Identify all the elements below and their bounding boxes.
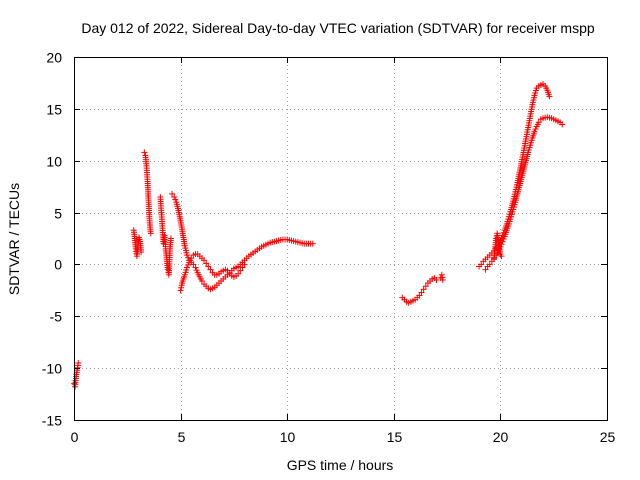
data-point <box>546 93 553 100</box>
data-point <box>416 292 423 299</box>
data-point <box>198 278 205 285</box>
data-point <box>439 274 446 281</box>
data-point <box>207 266 214 273</box>
data-point <box>438 271 445 278</box>
data-points <box>71 80 566 390</box>
x-tick-label: 20 <box>493 429 509 445</box>
chart-title: Day 012 of 2022, Sidereal Day-to-day VTE… <box>81 20 594 36</box>
y-tick-label: -10 <box>42 361 62 377</box>
data-point <box>422 283 429 290</box>
axis-ticks: 0 5 10 15 20 25 -15 -10 -5 0 5 10 15 20 <box>42 50 616 446</box>
data-point <box>532 126 539 133</box>
x-tick-label: 25 <box>600 429 616 445</box>
data-point <box>164 266 171 273</box>
y-tick-label: -15 <box>42 413 62 429</box>
plot-frame <box>74 57 608 421</box>
y-tick-label: 5 <box>54 206 62 222</box>
data-point <box>498 253 505 260</box>
data-point <box>188 255 195 262</box>
data-point <box>433 276 440 283</box>
data-point <box>420 286 427 293</box>
data-point <box>559 121 566 128</box>
data-point <box>531 128 538 135</box>
data-point <box>237 267 244 274</box>
data-point <box>169 190 176 197</box>
data-point <box>192 264 199 271</box>
data-point <box>183 252 190 259</box>
data-point <box>224 267 231 274</box>
data-point <box>478 261 485 268</box>
data-point <box>178 284 185 291</box>
data-point <box>171 194 178 201</box>
data-point <box>439 276 446 283</box>
data-point <box>75 359 82 366</box>
y-tick-label: 20 <box>46 50 62 66</box>
y-tick-label: 15 <box>46 102 62 118</box>
data-point <box>500 236 507 243</box>
data-point <box>418 289 425 296</box>
y-tick-label: -5 <box>50 309 63 325</box>
x-tick-label: 15 <box>387 429 403 445</box>
data-point <box>535 119 542 126</box>
data-point <box>241 261 248 268</box>
data-point <box>203 260 210 267</box>
data-point <box>309 240 316 247</box>
x-tick-label: 0 <box>71 429 79 445</box>
grid <box>74 57 607 420</box>
data-point <box>193 267 200 274</box>
x-axis-label: GPS time / hours <box>287 457 394 473</box>
data-point <box>235 270 242 277</box>
y-tick-label: 10 <box>46 154 62 170</box>
data-point <box>177 287 184 294</box>
y-axis-label: SDTVAR / TECUs <box>6 183 22 295</box>
data-point <box>201 257 208 264</box>
data-point <box>482 266 489 273</box>
data-point <box>183 264 190 271</box>
data-point <box>486 261 493 268</box>
data-point <box>239 264 246 271</box>
x-tick-label: 5 <box>178 429 186 445</box>
data-point <box>138 248 145 255</box>
y-tick-label: 0 <box>54 257 62 273</box>
data-point <box>147 230 154 237</box>
data-point <box>190 261 197 268</box>
data-point <box>141 149 148 156</box>
x-tick-label: 10 <box>280 429 296 445</box>
data-point <box>205 263 212 270</box>
data-point <box>168 235 175 242</box>
data-point <box>185 261 192 268</box>
data-point <box>172 196 179 203</box>
